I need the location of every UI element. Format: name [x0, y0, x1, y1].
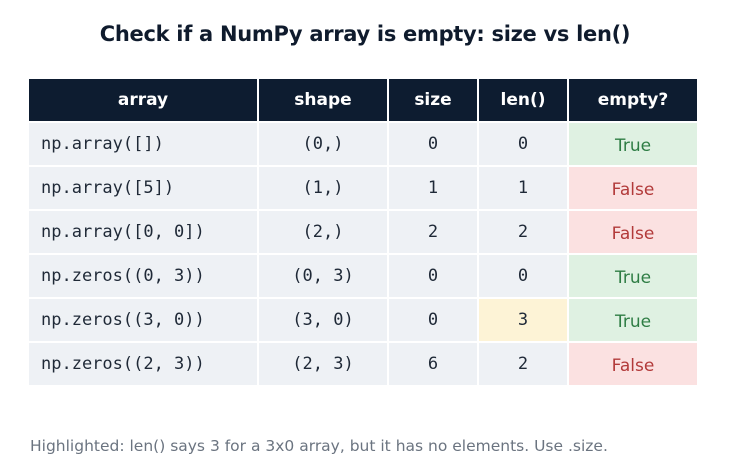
cell-size: 6 [389, 343, 477, 385]
header-len: len() [479, 79, 567, 121]
cell-array: np.zeros((0, 3)) [29, 255, 257, 297]
cell-empty-true: True [569, 299, 697, 341]
header-array: array [29, 79, 257, 121]
cell-size: 0 [389, 123, 477, 165]
comparison-table: array shape size len() empty? np.array([… [29, 79, 697, 385]
header-size: size [389, 79, 477, 121]
cell-array: np.zeros((2, 3)) [29, 343, 257, 385]
cell-len: 1 [479, 167, 567, 209]
cell-size: 0 [389, 299, 477, 341]
cell-len: 2 [479, 343, 567, 385]
cell-empty-false: False [569, 343, 697, 385]
cell-len: 0 [479, 123, 567, 165]
cell-size: 2 [389, 211, 477, 253]
cell-array: np.array([5]) [29, 167, 257, 209]
footnote: Highlighted: len() says 3 for a 3x0 arra… [30, 437, 608, 455]
cell-len: 0 [479, 255, 567, 297]
cell-empty-true: True [569, 123, 697, 165]
cell-shape: (2,) [259, 211, 387, 253]
header-empty: empty? [569, 79, 697, 121]
header-shape: shape [259, 79, 387, 121]
cell-len: 2 [479, 211, 567, 253]
cell-array: np.array([]) [29, 123, 257, 165]
cell-empty-false: False [569, 211, 697, 253]
cell-array: np.array([0, 0]) [29, 211, 257, 253]
cell-shape: (0, 3) [259, 255, 387, 297]
cell-shape: (1,) [259, 167, 387, 209]
cell-shape: (0,) [259, 123, 387, 165]
cell-array: np.zeros((3, 0)) [29, 299, 257, 341]
cell-shape: (2, 3) [259, 343, 387, 385]
cell-empty-true: True [569, 255, 697, 297]
page-title: Check if a NumPy array is empty: size vs… [99, 22, 631, 46]
cell-empty-false: False [569, 167, 697, 209]
cell-size: 0 [389, 255, 477, 297]
cell-size: 1 [389, 167, 477, 209]
cell-len-highlighted: 3 [479, 299, 567, 341]
cell-shape: (3, 0) [259, 299, 387, 341]
